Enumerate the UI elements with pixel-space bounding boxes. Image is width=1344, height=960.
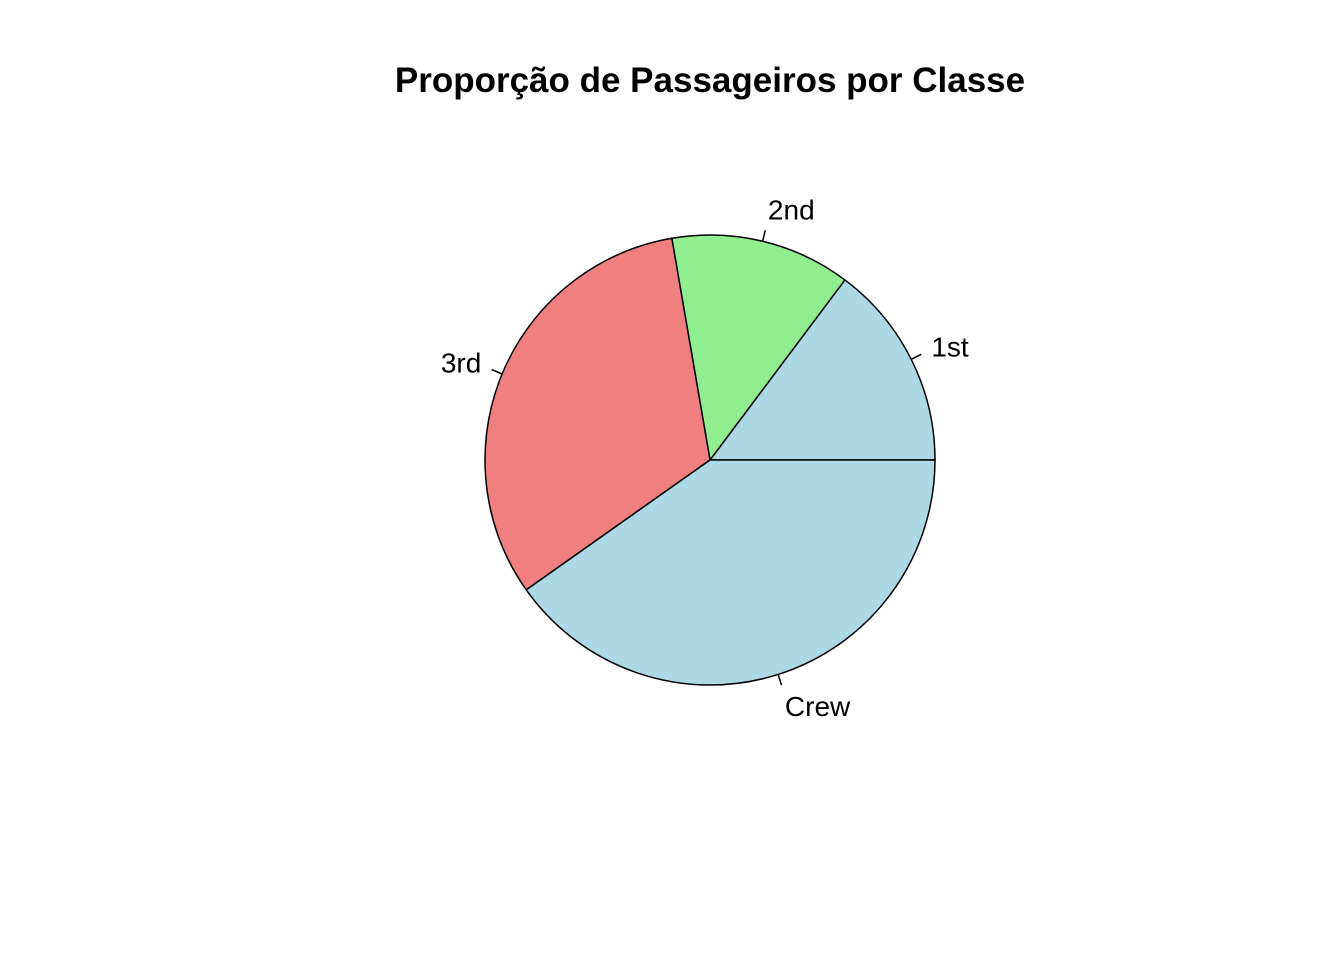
leader-line-2nd [761, 230, 767, 242]
leader-line-crew [777, 674, 783, 686]
pie-labels: 1st 2nd 3rd Crew [441, 194, 969, 722]
slice-label-1st: 1st [931, 332, 969, 363]
pie-slice-3rd [484, 237, 711, 591]
pie-slice-1st [708, 278, 936, 461]
pie-slice-2nd [670, 234, 846, 462]
slice-label-3rd: 3rd [441, 348, 481, 379]
leader-line-3rd [491, 368, 503, 375]
slice-label-crew: Crew [785, 691, 851, 722]
leader-line-1st [910, 353, 922, 360]
pie-leader-lines [491, 230, 922, 686]
pie-slices [484, 234, 936, 686]
chart-title: Proporção de Passageiros por Classe [395, 61, 1025, 100]
slice-label-2nd: 2nd [768, 194, 815, 225]
